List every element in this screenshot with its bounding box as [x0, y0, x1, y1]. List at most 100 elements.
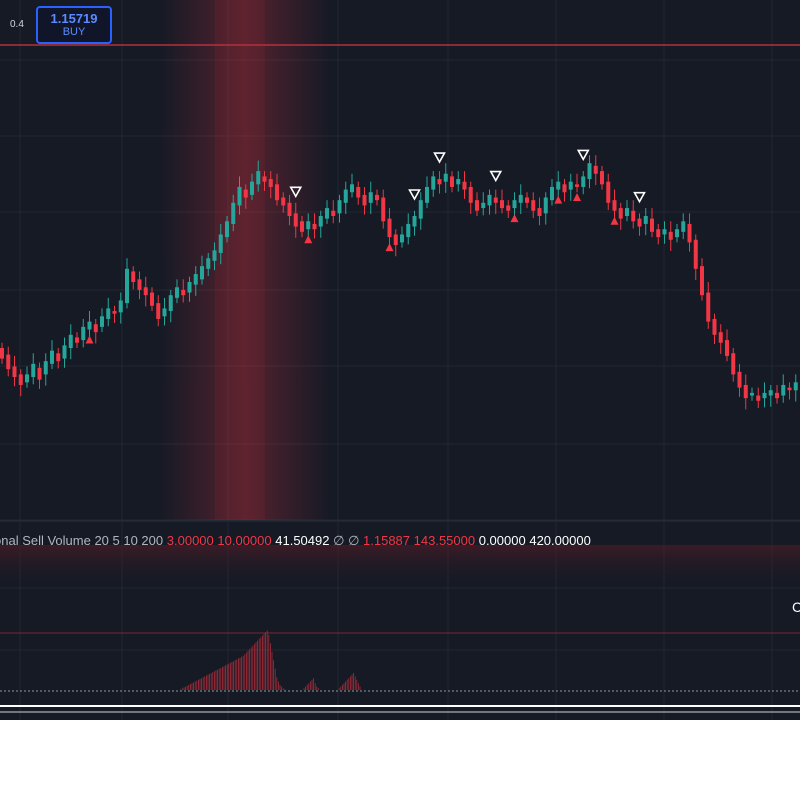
candle-body — [6, 354, 11, 370]
candle-body — [281, 197, 286, 206]
candle-body — [293, 213, 298, 227]
indicator-value: 41.50492 — [275, 533, 330, 548]
subpane-shade — [0, 545, 800, 590]
candle-body — [375, 194, 379, 201]
candle-body — [237, 186, 242, 206]
buy-signal-marker — [573, 192, 581, 201]
candle-body — [612, 200, 617, 211]
candle-body — [206, 258, 211, 269]
candle-body — [37, 367, 42, 380]
candle-body — [593, 165, 598, 174]
candle-body — [656, 229, 661, 238]
buy-signal-marker — [385, 243, 394, 252]
order-price: 1.15719 — [50, 11, 98, 26]
scale-label: 0.4 — [10, 19, 24, 30]
candle-body — [675, 229, 679, 238]
chart-area[interactable]: 0.4 1.15719 BUY onal Sell Volume 20 5 10… — [0, 0, 800, 720]
candle-body — [775, 392, 779, 399]
candle-body — [475, 200, 479, 211]
candle-body — [406, 223, 411, 238]
candle-body — [731, 353, 736, 375]
candle-body — [87, 321, 92, 330]
candle-body — [512, 200, 517, 209]
buy-signal-marker — [304, 235, 313, 244]
candle-body — [143, 287, 148, 296]
candle-body — [568, 181, 573, 190]
candle-body — [25, 374, 29, 383]
candle-body — [106, 308, 111, 319]
price-chart[interactable] — [0, 0, 800, 720]
candle-body — [668, 231, 673, 240]
candle-body — [137, 279, 142, 290]
candle-body — [781, 384, 786, 396]
buy-signal-marker — [554, 195, 563, 204]
candle-body — [93, 324, 98, 333]
candle-body — [50, 350, 54, 364]
candle-body — [600, 171, 604, 185]
candle-body — [768, 390, 773, 396]
candle-body — [712, 318, 717, 335]
candle-body — [456, 179, 461, 185]
candle-body — [681, 221, 686, 232]
candle-body — [437, 179, 442, 185]
candle-body — [700, 266, 704, 296]
candle-body — [543, 197, 548, 214]
candle-body — [506, 205, 511, 211]
candle-body — [312, 223, 317, 230]
candle-body — [75, 337, 79, 343]
candle-body — [187, 282, 192, 293]
buy-signal-marker — [85, 335, 94, 344]
indicator-value: 0.00000 — [478, 533, 526, 548]
indicator-value: 1.15887 — [363, 533, 411, 548]
candle-body — [343, 189, 348, 203]
candle-body — [787, 387, 792, 391]
candle-body — [481, 202, 486, 209]
candle-body — [387, 218, 392, 238]
highlight-band — [160, 0, 330, 520]
indicator-title: onal Sell Volume 20 5 10 200 — [0, 533, 164, 548]
candle-body — [231, 202, 236, 224]
candle-body — [31, 363, 36, 378]
candle-body — [793, 382, 798, 391]
candle-body — [493, 197, 498, 203]
indicator-legend[interactable]: onal Sell Volume 20 5 10 200 3.00000 10.… — [0, 532, 800, 550]
candle-body — [750, 392, 754, 396]
candle-body — [718, 332, 723, 343]
candle-body — [762, 392, 767, 399]
candle-body — [756, 395, 761, 401]
candle-body — [418, 200, 423, 219]
candle-body — [218, 234, 223, 253]
candle-body — [575, 184, 579, 187]
buy-order-tag[interactable]: 1.15719 BUY — [36, 6, 112, 44]
candle-body — [743, 384, 748, 399]
candle-body — [537, 208, 542, 216]
sell-signal-marker — [633, 191, 646, 204]
candle-body — [12, 366, 17, 378]
candle-body — [737, 371, 742, 388]
buy-signal-marker — [610, 216, 619, 225]
na-symbol: ∅ — [333, 533, 345, 548]
candle-body — [181, 289, 186, 296]
candle-body — [268, 179, 273, 187]
candle-body — [331, 210, 336, 216]
candle-body — [581, 176, 586, 187]
candle-body — [168, 295, 173, 312]
buy-signal-marker — [510, 214, 519, 223]
candle-body — [393, 234, 398, 246]
indicator-param: 10.00000 — [217, 533, 272, 548]
candle-body — [412, 216, 417, 227]
candle-body — [562, 184, 567, 193]
indicator-param: 3.00000 — [166, 533, 214, 548]
candle-body — [43, 361, 48, 375]
candle-body — [487, 194, 492, 206]
candle-body — [462, 181, 467, 190]
candle-body — [100, 316, 104, 327]
candle-body — [525, 197, 529, 203]
candle-body — [125, 268, 129, 304]
candle-body — [706, 292, 711, 322]
candle-body — [81, 326, 86, 341]
candle-body — [62, 345, 67, 359]
candle-body — [337, 200, 342, 214]
candle-body — [112, 311, 117, 314]
candle-body — [256, 171, 261, 185]
